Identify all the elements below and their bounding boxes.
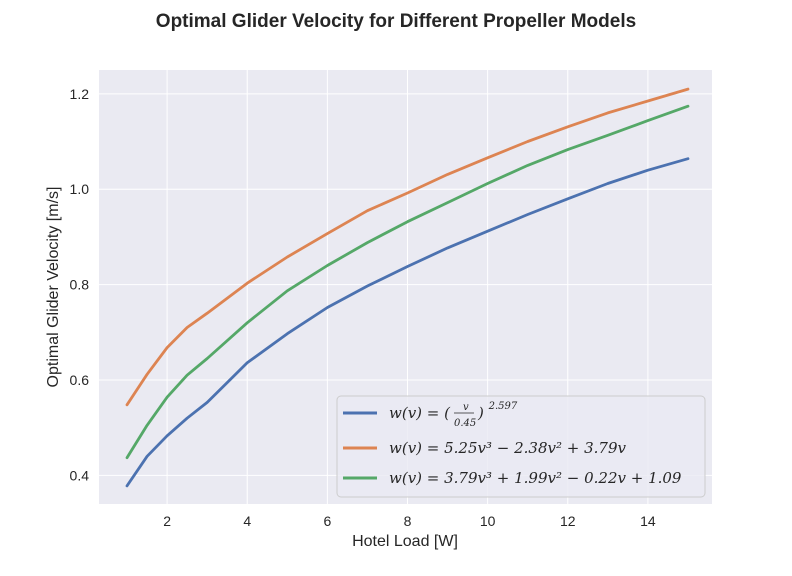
y-ticks: 0.4 0.6 0.8 1.0 1.2 — [70, 86, 90, 484]
series-group — [125, 87, 690, 488]
legend: w(v) = ( v 0.45 ) 2.597 w(v) = 5.25v³ − … — [336, 395, 706, 498]
legend-entry-1: w(v) = ( v 0.45 ) 2.597 — [389, 396, 518, 430]
y-axis-label: Optimal Glider Velocity [m/s] — [45, 187, 62, 388]
series-line-1 — [125, 157, 690, 488]
x-tick-label: 6 — [323, 513, 331, 529]
x-tick-label: 10 — [480, 513, 496, 529]
legend-entry-3: w(v) = 3.79v³ + 1.99v² − 0.22v + 1.09 — [389, 469, 682, 487]
legend-entry-1-frac-den: 0.45 — [454, 418, 476, 429]
x-tick-label: 4 — [243, 513, 251, 529]
series-line-2 — [125, 87, 690, 407]
chart-title: Optimal Glider Velocity for Different Pr… — [156, 11, 636, 32]
x-axis-label: Hotel Load [W] — [352, 533, 458, 550]
legend-entry-1-exponent: 2.597 — [488, 401, 518, 412]
grid — [99, 70, 712, 504]
y-tick-label: 1.0 — [70, 181, 90, 197]
legend-entry-1-frac-num: v — [463, 402, 469, 413]
y-tick-label: 0.6 — [70, 372, 90, 388]
legend-entry-1-suffix: ) — [477, 404, 484, 422]
y-tick-label: 1.2 — [70, 86, 90, 102]
legend-entry-2: w(v) = 5.25v³ − 2.38v² + 3.79v — [389, 439, 627, 457]
x-tick-label: 14 — [640, 513, 656, 529]
y-tick-label: 0.4 — [70, 467, 90, 483]
legend-box — [336, 395, 706, 498]
x-tick-label: 8 — [404, 513, 412, 529]
x-ticks: 2 4 6 8 10 12 14 — [163, 513, 656, 529]
y-tick-label: 0.8 — [70, 277, 90, 293]
legend-entry-1-prefix: w(v) = ( — [389, 404, 451, 422]
x-tick-label: 2 — [163, 513, 171, 529]
x-tick-label: 12 — [560, 513, 576, 529]
series-line-3 — [125, 104, 690, 460]
